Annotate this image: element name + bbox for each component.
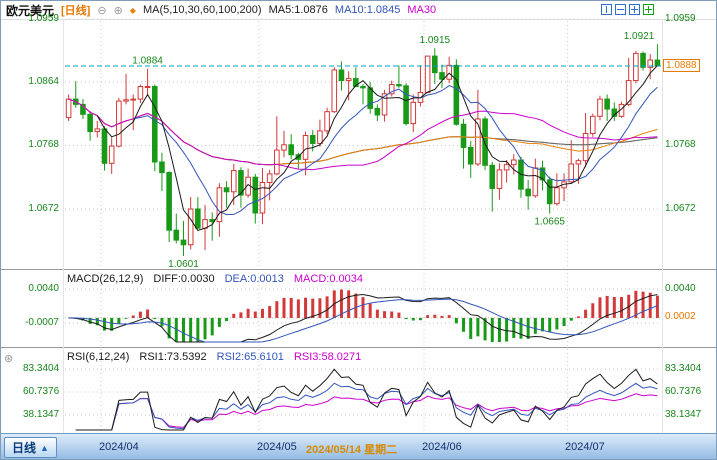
macd-tick-left: -0.0007 bbox=[25, 317, 59, 328]
rsi-header: RSI(6,12,24) RSI1:73.5392 RSI2:65.6101 R… bbox=[67, 351, 361, 363]
macd-tick-right: 0.0040 bbox=[665, 283, 696, 294]
price-tick-right: 1.0768 bbox=[665, 139, 696, 150]
current-price-badge: 1.0888 bbox=[663, 59, 700, 72]
price-annotations: 1.0884 1.0601 1.0915 1.0665 1.0921 bbox=[132, 31, 654, 270]
macd-current-value: 0.0002 bbox=[665, 311, 696, 322]
split-horizontal-icon[interactable] bbox=[615, 4, 626, 15]
rsi2-value: RSI2:65.6101 bbox=[216, 351, 284, 363]
ma-lines bbox=[68, 65, 658, 231]
ma30-value: MA30 bbox=[407, 4, 437, 16]
rsi-tick-right: 38.1347 bbox=[665, 409, 702, 420]
price-tick-left: 1.0959 bbox=[28, 13, 59, 24]
indicator-pin-icon: ◆ bbox=[129, 5, 136, 15]
svg-text:1.0921: 1.0921 bbox=[624, 31, 655, 42]
time-axis-bar: 日线 ▲ 2024/04 2024/05 2024/05/14 星期二 2024… bbox=[1, 433, 716, 459]
rsi3-value: RSI3:58.0271 bbox=[293, 351, 362, 363]
split-vertical-icon[interactable] bbox=[601, 4, 612, 15]
rsi-tick-right: 60.7376 bbox=[665, 386, 702, 397]
rsi-tick-left: 60.7376 bbox=[23, 386, 60, 397]
price-tick-left: 1.0864 bbox=[28, 76, 59, 87]
macd-histogram bbox=[74, 289, 659, 342]
chart-header: 欧元美元 [日线] ⊖ ⊕ ◆ MA(5,10,30,60,100,200) M… bbox=[1, 1, 716, 19]
chevron-up-icon: ▲ bbox=[40, 442, 49, 453]
svg-text:1.0665: 1.0665 bbox=[534, 217, 565, 228]
window-layout-icons bbox=[601, 4, 654, 15]
zoom-in-icon[interactable]: ⊕ bbox=[113, 4, 123, 17]
svg-text:1.0884: 1.0884 bbox=[132, 56, 163, 67]
selected-date-label: 2024/05/14 星期二 bbox=[306, 444, 398, 456]
rsi-tick-left: 83.3404 bbox=[23, 363, 60, 374]
rsi1-value: RSI1:73.5392 bbox=[139, 351, 207, 363]
svg-text:1.0601: 1.0601 bbox=[168, 259, 199, 270]
price-tick-right: 1.0959 bbox=[665, 13, 696, 24]
ma5-value: MA5:1.0876 bbox=[268, 4, 328, 16]
grid-layout-icon[interactable] bbox=[629, 4, 640, 15]
ma10-value: MA10:1.0845 bbox=[334, 4, 401, 16]
macd-title: MACD(26,12,9) bbox=[67, 273, 144, 285]
macd-header: MACD(26,12,9) DIFF:0.0030 DEA:0.0013 MAC… bbox=[67, 273, 363, 285]
macd-value: MACD:0.0034 bbox=[293, 273, 363, 285]
price-tick-left: 1.0768 bbox=[28, 139, 59, 150]
zoom-out-icon[interactable]: ⊖ bbox=[97, 4, 107, 17]
date-label: 2024/04 bbox=[99, 441, 139, 453]
indicator-settings-icon[interactable]: ⊛ bbox=[4, 353, 14, 365]
candles-series bbox=[65, 44, 661, 256]
macd-lines bbox=[68, 293, 658, 343]
date-label: 2024/05 bbox=[257, 441, 297, 453]
rsi-lines bbox=[75, 368, 658, 431]
date-label: 2024/07 bbox=[565, 441, 605, 453]
period-tab-label: 日线 bbox=[12, 441, 37, 455]
new-window-icon[interactable] bbox=[643, 4, 654, 15]
macd-diff-value: DIFF:0.0030 bbox=[153, 273, 215, 285]
rsi-title: RSI(6,12,24) bbox=[67, 351, 130, 363]
macd-dea-value: DEA:0.0013 bbox=[224, 273, 284, 285]
gridlines bbox=[1, 18, 716, 433]
ma-group-label: MA(5,10,30,60,100,200) bbox=[142, 4, 262, 16]
price-tick-left: 1.0672 bbox=[28, 203, 59, 214]
macd-tick-left: 0.0040 bbox=[28, 283, 59, 294]
symbol-name: 欧元美元 bbox=[6, 3, 55, 18]
price-tick-right: 1.0672 bbox=[665, 203, 696, 214]
date-label: 2024/06 bbox=[422, 441, 462, 453]
rsi-tick-right: 83.3404 bbox=[665, 363, 702, 374]
svg-text:1.0915: 1.0915 bbox=[420, 35, 451, 46]
period-tag: [日线] bbox=[61, 5, 91, 17]
rsi-tick-left: 38.1347 bbox=[23, 409, 60, 420]
period-tab[interactable]: 日线 ▲ bbox=[4, 437, 57, 458]
